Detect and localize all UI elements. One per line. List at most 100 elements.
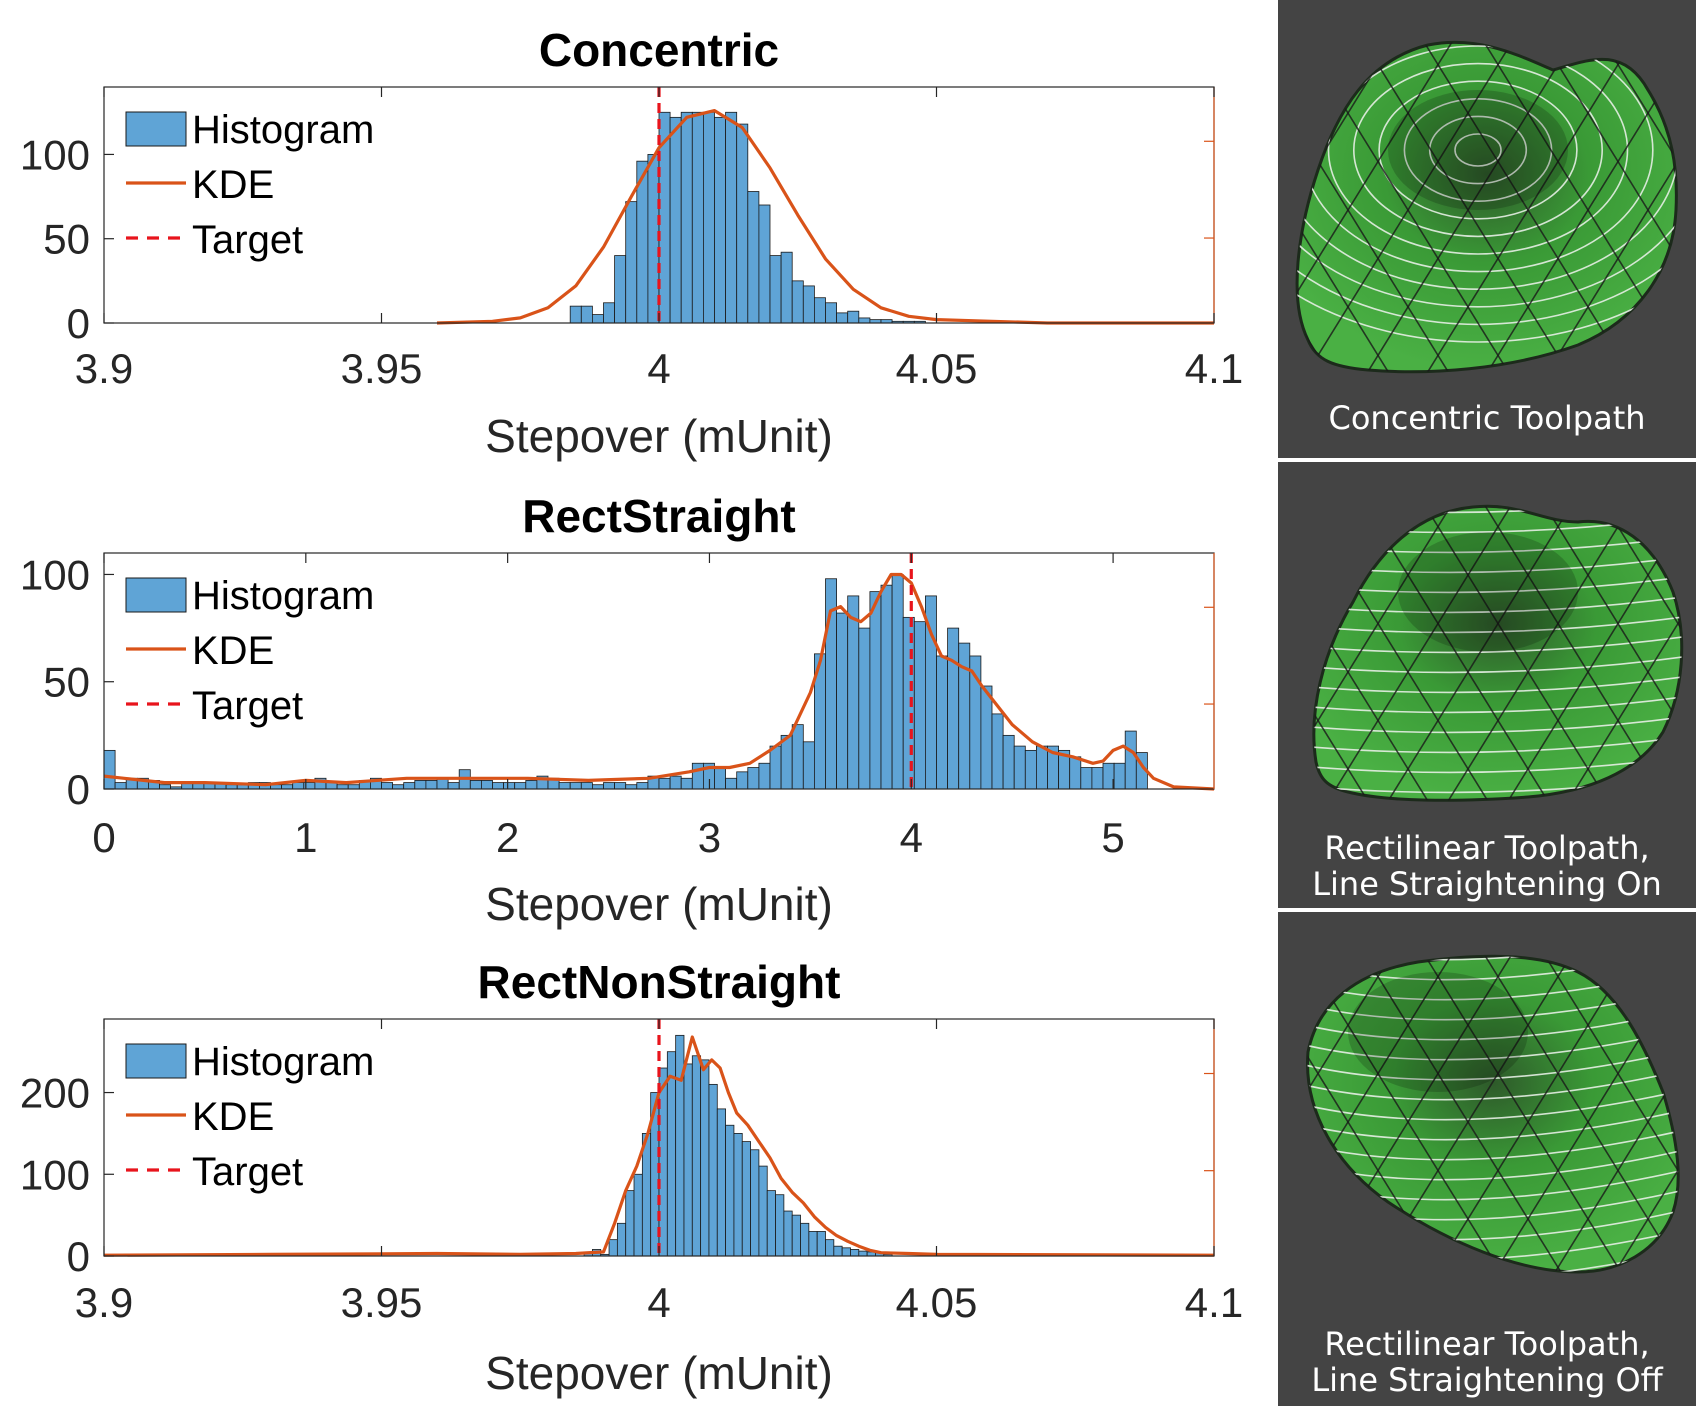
- histogram-bar: [741, 1141, 751, 1257]
- legend-target-label: Target: [192, 684, 303, 728]
- histogram-bar: [1036, 745, 1048, 790]
- histogram-bar: [225, 784, 238, 790]
- mesh-line: [1278, 912, 1298, 1332]
- histogram-bar: [808, 1231, 818, 1257]
- histogram-bar: [747, 767, 760, 790]
- histogram-bar: [841, 1247, 851, 1257]
- histogram-bar: [780, 734, 793, 790]
- histogram-bar: [836, 312, 849, 324]
- legend-histogram-swatch: [125, 577, 187, 613]
- x-tick-label: 5: [1101, 814, 1124, 861]
- panel-caption-line: Rectilinear Toolpath,: [1324, 829, 1650, 867]
- toolpath-line: [1278, 472, 1696, 492]
- histogram-bar: [913, 621, 926, 790]
- toolpath-contour: [1297, 42, 1677, 343]
- mesh-line: [1297, 42, 1299, 372]
- histogram-bar: [381, 782, 394, 790]
- histogram-bar: [616, 1222, 627, 1257]
- histogram-bar: [947, 627, 960, 790]
- toolpath-line: [1313, 691, 1682, 714]
- histogram-bar: [580, 782, 593, 790]
- x-tick-label: 2: [496, 814, 519, 861]
- chart-title: RectStraight: [522, 490, 795, 542]
- histogram-bar: [758, 1165, 768, 1257]
- mesh-line: [1278, 462, 1298, 882]
- x-tick-label: 4.05: [896, 345, 978, 392]
- histogram-bar: [802, 285, 815, 324]
- dimple-shadow: [1348, 972, 1528, 1092]
- x-axis-label: Stepover (mUnit): [485, 1347, 833, 1399]
- histogram-bar: [700, 1059, 710, 1257]
- histogram-bar: [392, 784, 405, 790]
- histogram-bar: [683, 1063, 693, 1257]
- panel-caption: Concentric Toolpath: [1278, 400, 1696, 436]
- histogram-bar: [1124, 730, 1137, 790]
- histogram-bar: [647, 154, 660, 324]
- toolpath-line: [1313, 711, 1682, 734]
- mesh-line: [1278, 912, 1298, 1332]
- mesh-line: [1297, 42, 1419, 372]
- mesh-line: [1397, 42, 1659, 372]
- panel-caption: Rectilinear Toolpath, Line Straightening…: [1278, 830, 1696, 902]
- histogram-bar: [769, 255, 782, 324]
- panel-caption-line: Line Straightening On: [1312, 865, 1662, 903]
- histogram-bar: [858, 317, 871, 324]
- histogram-bar: [592, 784, 604, 790]
- histogram-bar: [403, 782, 416, 790]
- legend-histogram-label: Histogram: [192, 108, 374, 152]
- legend-target-label: Target: [192, 1150, 303, 1194]
- histogram-bar: [791, 724, 804, 790]
- histogram-bar: [714, 767, 727, 790]
- plot-area: [104, 553, 1214, 789]
- x-tick-label: 4.1: [1185, 345, 1243, 392]
- mesh-line: [1307, 956, 1479, 1273]
- y-tick-label: 200: [20, 1070, 90, 1117]
- x-tick-label: 3.95: [341, 1279, 423, 1326]
- x-tick-label: 4: [900, 814, 923, 861]
- y-tick-label: 50: [43, 659, 90, 706]
- legend-histogram-swatch: [125, 111, 187, 147]
- histogram-bar: [708, 1083, 718, 1257]
- histogram-bar: [603, 302, 615, 324]
- x-tick-label: 3.95: [341, 345, 423, 392]
- histogram-bar: [347, 784, 360, 790]
- histogram-bar: [991, 713, 1004, 790]
- x-tick-label: 0: [92, 814, 115, 861]
- mesh-line: [1577, 42, 1677, 372]
- histogram-bar: [736, 123, 749, 324]
- toolpath-line: [1313, 671, 1682, 694]
- histogram-bar: [614, 782, 627, 790]
- toolpath-line: [1278, 1282, 1696, 1320]
- x-tick-label: 4.05: [896, 1279, 978, 1326]
- legend-histogram-label: Histogram: [192, 1040, 374, 1084]
- histogram-bar: [703, 111, 715, 324]
- panel-caption-line: Concentric Toolpath: [1328, 399, 1646, 437]
- histogram-bar: [758, 762, 771, 790]
- mesh-line: [1297, 42, 1479, 372]
- panel-caption-line: Line Straightening Off: [1311, 1361, 1663, 1399]
- mesh-line: [1313, 506, 1479, 801]
- histogram-bar: [1069, 756, 1082, 790]
- histogram-bar: [1080, 767, 1093, 790]
- toolpath-contour: [1428, 115, 1528, 185]
- toolpath-line: [1278, 912, 1696, 940]
- histogram-bar: [633, 1173, 643, 1257]
- histogram-bar: [758, 204, 771, 324]
- mesh-line: [1577, 506, 1682, 801]
- histogram-bar: [858, 627, 871, 790]
- toolpath-panel-concentric: Concentric Toolpath: [1278, 0, 1696, 458]
- dimple-shadow: [1398, 532, 1578, 652]
- histogram-bar: [691, 111, 704, 324]
- histogram-bar: [825, 1239, 835, 1257]
- histogram-bar: [769, 745, 782, 790]
- mesh-line: [1397, 506, 1659, 801]
- histogram-bar: [580, 305, 593, 324]
- dimple-shadow: [1388, 90, 1568, 210]
- kde-line: [436, 108, 1214, 325]
- toolpath-contour: [1327, 45, 1629, 255]
- histogram-bar: [103, 749, 116, 790]
- histogram-bar: [847, 595, 860, 790]
- mesh-line: [1297, 42, 1299, 372]
- histogram-bar: [292, 782, 305, 790]
